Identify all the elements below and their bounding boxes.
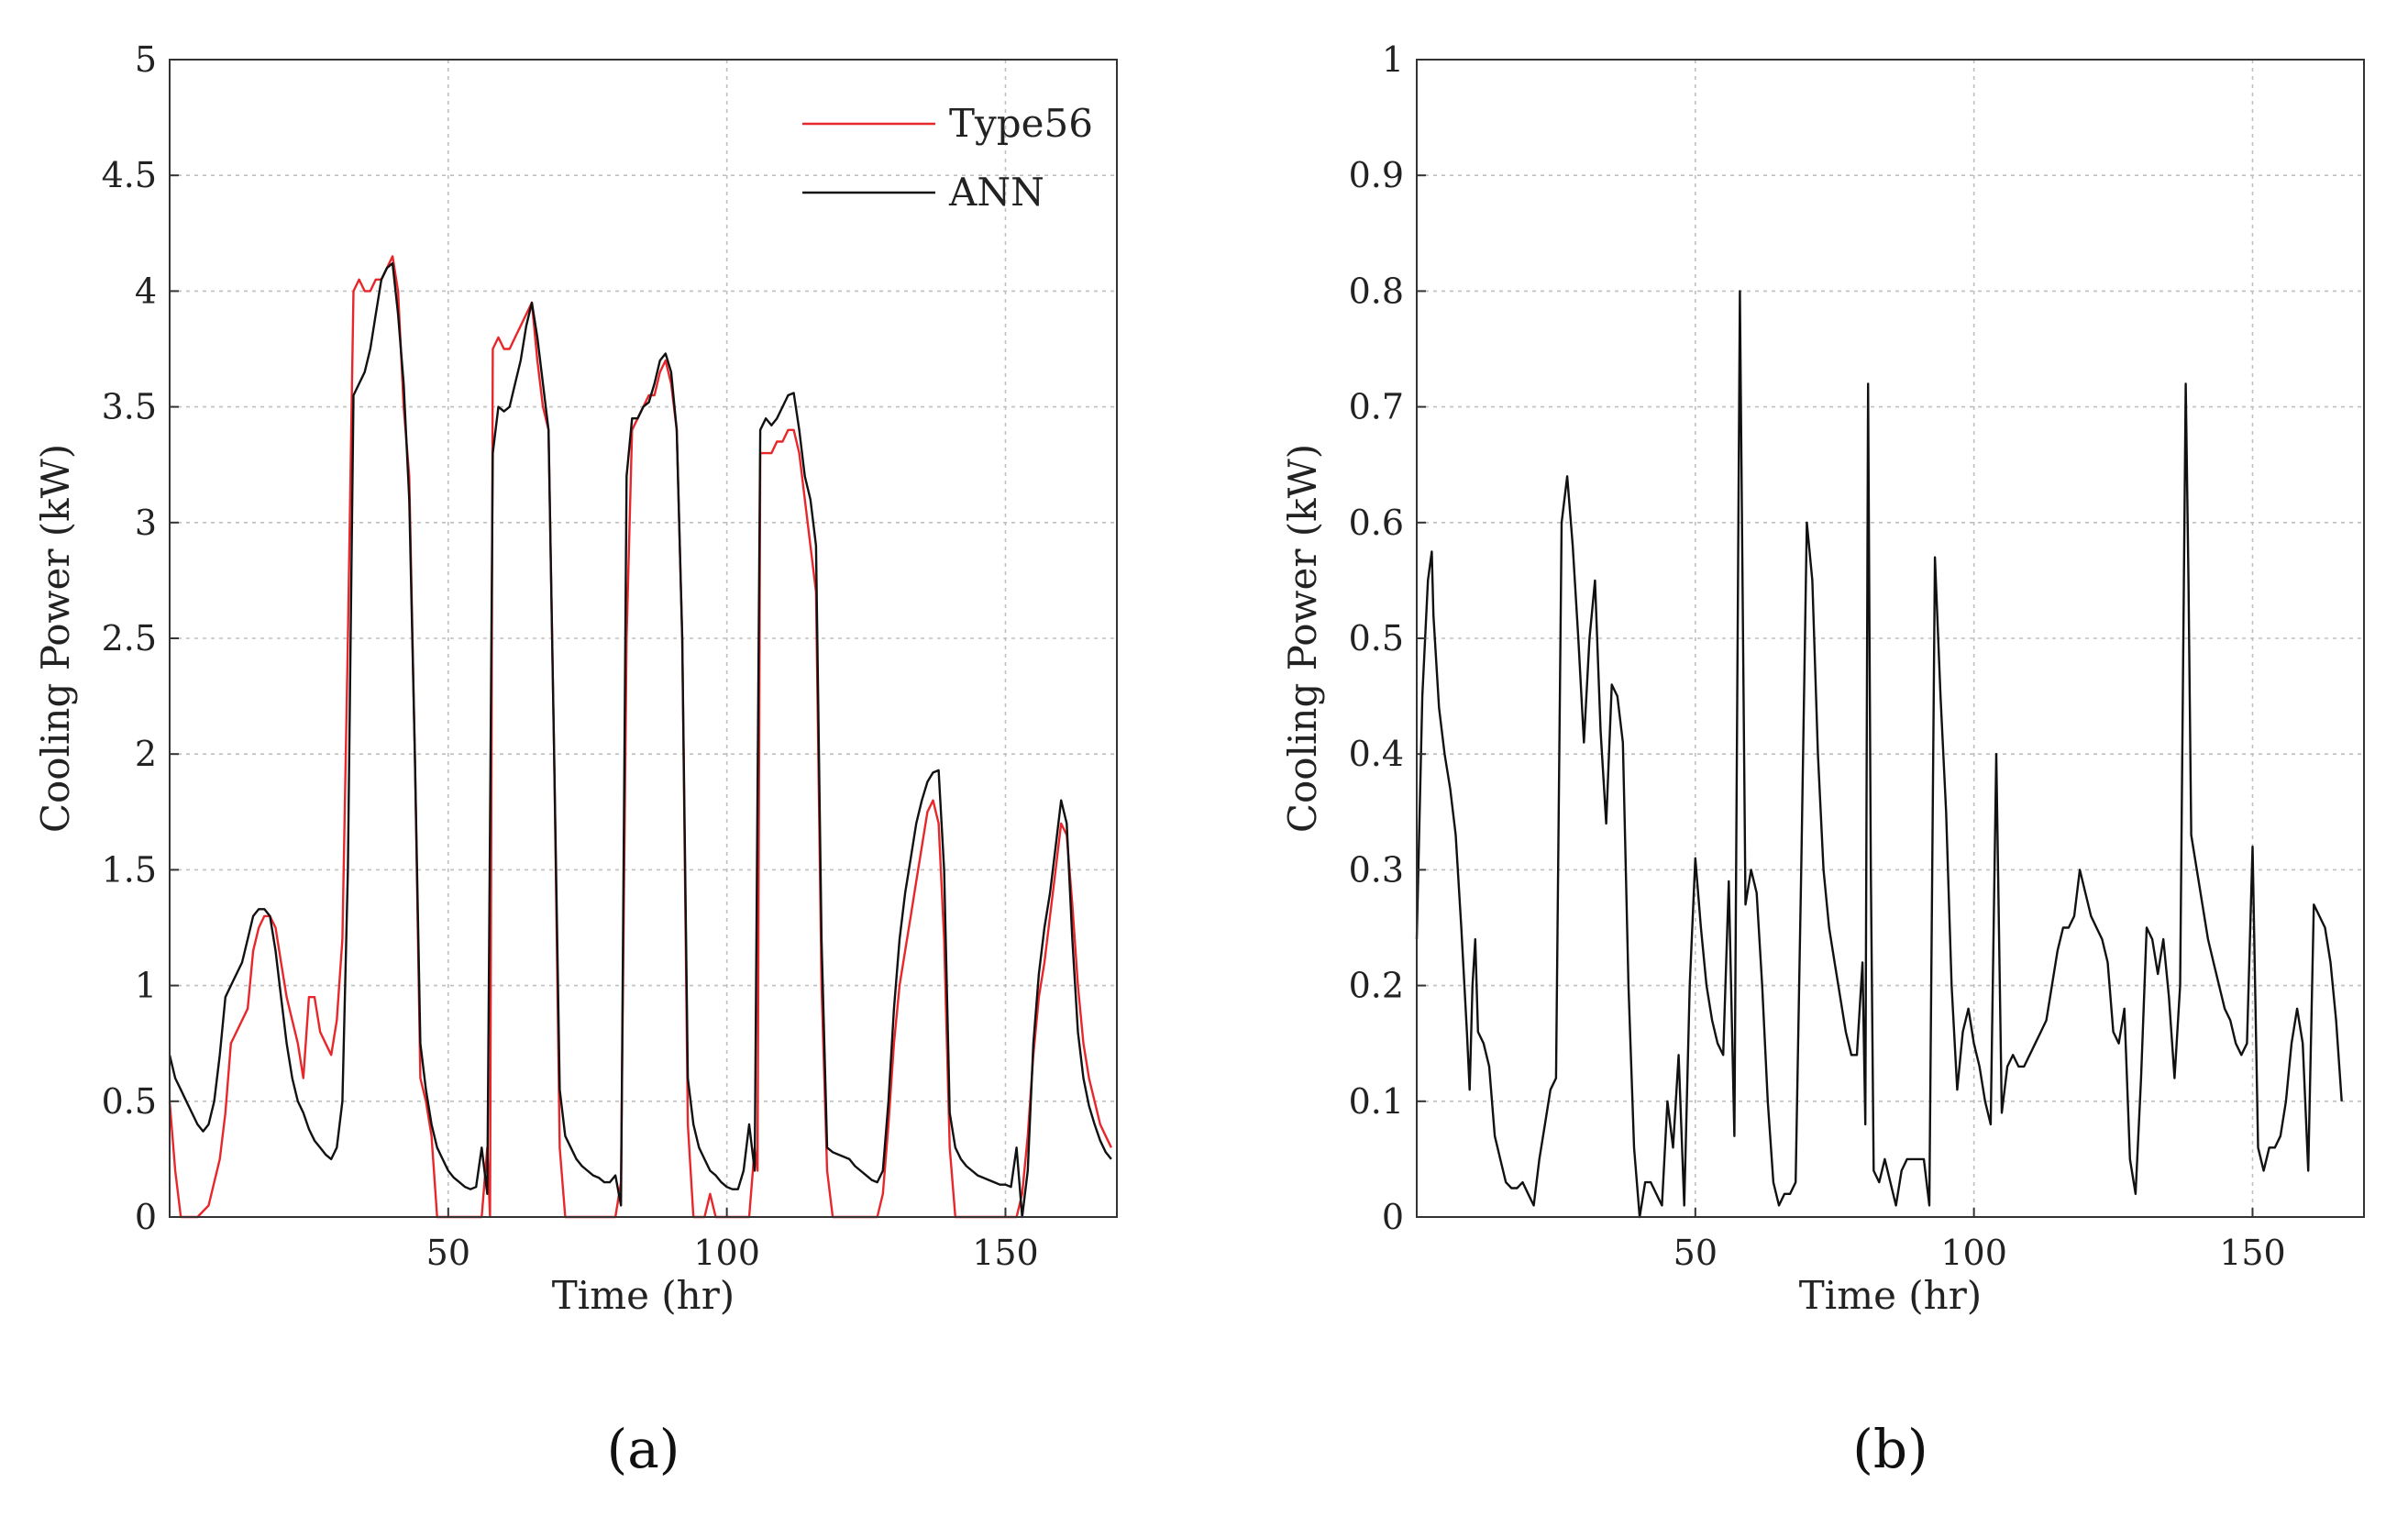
y-tick-label: 3.5 [102, 387, 157, 427]
y-tick-label: 0.4 [1349, 734, 1404, 774]
x-tick-label: 100 [1940, 1233, 2007, 1273]
y-tick-label: 0.7 [1349, 387, 1404, 427]
chart-a-x-tick-labels: 50 100 150 [426, 1208, 1039, 1273]
x-tick-label: 100 [693, 1233, 760, 1273]
chart-a-caption: (a) [607, 1418, 680, 1480]
chart-panel-a: 0 0.5 1 1.5 2 2.5 3 3.5 4 4.5 5 50 100 150 Time (hr)… [33, 39, 1118, 1480]
y-tick-label: 0.2 [1349, 966, 1404, 1006]
y-tick-label: 0.9 [1349, 155, 1404, 195]
chart-a-series-group [168, 255, 1112, 1219]
chart-b-series-group [1415, 290, 2343, 1219]
y-tick-label: 2 [135, 734, 157, 774]
y-tick-label: 0.5 [1349, 618, 1404, 658]
chart-b-x-axis-label: Time (hr) [1799, 1273, 1982, 1318]
y-tick-label: 0.5 [102, 1081, 157, 1122]
x-tick-label: 150 [2219, 1233, 2286, 1273]
series-line-ann [168, 261, 1112, 1219]
x-tick-label: 50 [426, 1233, 470, 1273]
y-tick-label: 0.1 [1349, 1081, 1404, 1122]
y-tick-label: 1 [1382, 39, 1404, 80]
chart-b-y-axis-label: Cooling Power (kW) [1280, 444, 1325, 833]
x-tick-label: 50 [1673, 1233, 1718, 1273]
chart-b-y-tick-labels: 0 0.1 0.2 0.3 0.4 0.5 0.6 0.7 0.8 0.9 1 [1349, 39, 1426, 1237]
chart-b-caption: (b) [1852, 1418, 1928, 1480]
y-tick-label: 0.8 [1349, 271, 1404, 311]
y-tick-label: 5 [135, 39, 157, 80]
y-tick-label: 3 [135, 503, 157, 543]
y-tick-label: 1.5 [102, 849, 157, 890]
y-tick-label: 0 [135, 1197, 157, 1237]
y-tick-label: 2.5 [102, 618, 157, 658]
legend-label-ann: ANN [948, 170, 1044, 215]
x-tick-label: 150 [972, 1233, 1039, 1273]
y-tick-label: 1 [135, 966, 157, 1006]
y-tick-label: 4 [135, 271, 157, 311]
y-tick-label: 0 [1382, 1197, 1404, 1237]
chart-panel-b: 0 0.1 0.2 0.3 0.4 0.5 0.6 0.7 0.8 0.9 1 50 100 150 T… [1280, 39, 2365, 1480]
chart-a-legend: Type56 ANN [802, 101, 1093, 215]
legend-label-type56: Type56 [949, 101, 1093, 146]
y-tick-label: 4.5 [102, 155, 157, 195]
chart-b-x-tick-labels: 50 100 150 [1673, 1208, 2286, 1273]
y-tick-label: 0.6 [1349, 503, 1404, 543]
chart-a-y-axis-label: Cooling Power (kW) [33, 444, 78, 833]
series-line-error [1415, 290, 2343, 1219]
chart-b-grid [1417, 60, 2364, 1217]
chart-a-y-tick-labels: 0 0.5 1 1.5 2 2.5 3 3.5 4 4.5 5 [102, 39, 179, 1237]
chart-a-x-axis-label: Time (hr) [552, 1273, 735, 1318]
y-tick-label: 0.3 [1349, 849, 1404, 890]
